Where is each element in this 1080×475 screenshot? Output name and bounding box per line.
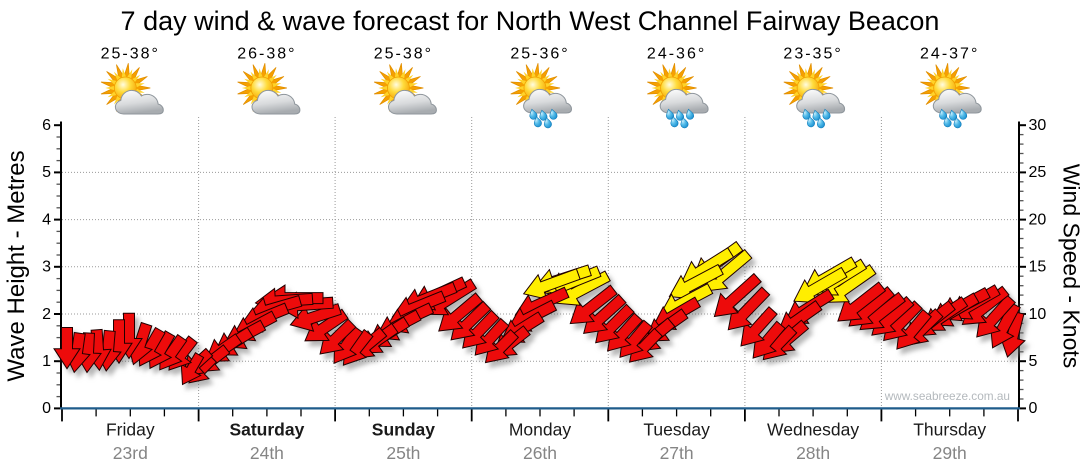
svg-text:15: 15 [1029,259,1047,276]
svg-text:26-38°: 26-38° [237,45,296,62]
svg-text:6: 6 [42,117,51,134]
svg-text:25-36°: 25-36° [510,45,569,62]
svg-text:4: 4 [42,211,51,228]
svg-text:20: 20 [1029,211,1047,228]
svg-text:Wind Speed - Knots: Wind Speed - Knots [1059,164,1080,369]
svg-text:24-37°: 24-37° [920,45,979,62]
svg-text:Thursday: Thursday [913,420,986,440]
svg-text:28th: 28th [796,443,830,463]
svg-text:25-38°: 25-38° [101,45,160,62]
svg-text:30: 30 [1029,117,1047,134]
svg-text:23-35°: 23-35° [783,45,842,62]
svg-text:Wednesday: Wednesday [767,420,859,440]
svg-text:26th: 26th [523,443,557,463]
svg-text:Tuesday: Tuesday [643,420,710,440]
svg-text:5: 5 [1029,353,1038,370]
svg-text:3: 3 [42,259,51,276]
svg-text:25-38°: 25-38° [374,45,433,62]
svg-text:25th: 25th [386,443,420,463]
svg-text:10: 10 [1029,306,1047,323]
svg-text:25: 25 [1029,164,1047,181]
svg-text:Monday: Monday [509,420,572,440]
svg-text:7 day wind & wave forecast for: 7 day wind & wave forecast for North Wes… [121,6,940,36]
svg-text:24-36°: 24-36° [647,45,706,62]
svg-text:Friday: Friday [106,420,155,440]
svg-text:Saturday: Saturday [229,420,304,440]
svg-text:2: 2 [42,306,51,323]
svg-text:0: 0 [1029,400,1038,417]
svg-text:27th: 27th [660,443,694,463]
svg-text:23rd: 23rd [113,443,148,463]
svg-text:1: 1 [42,353,51,370]
svg-text:Wave Height - Metres: Wave Height - Metres [3,150,30,381]
svg-text:Sunday: Sunday [372,420,435,440]
svg-text:24th: 24th [250,443,284,463]
svg-text:5: 5 [42,164,51,181]
svg-text:www.seabreeze.com.au: www.seabreeze.com.au [884,389,1010,403]
svg-text:29th: 29th [933,443,967,463]
svg-text:0: 0 [42,400,51,417]
